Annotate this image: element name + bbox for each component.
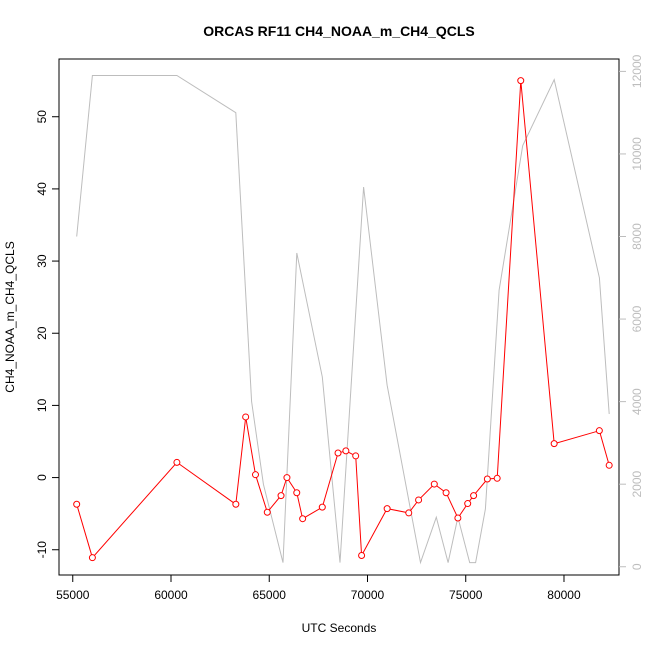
x-tick-label: 65000 — [253, 588, 287, 602]
data-point — [550, 440, 558, 448]
data-point — [470, 492, 478, 500]
data-point — [251, 471, 259, 479]
x-tick-label: 70000 — [351, 588, 385, 602]
data-point — [242, 413, 250, 421]
y-tick-label: -10 — [35, 541, 49, 559]
data-point — [283, 474, 291, 482]
data-point — [342, 447, 350, 455]
data-point — [442, 489, 450, 497]
data-point — [73, 500, 81, 508]
data-point — [595, 427, 603, 435]
x-tick-label: 80000 — [547, 588, 581, 602]
data-point — [405, 509, 413, 517]
data-point — [352, 452, 360, 460]
data-point — [464, 500, 472, 508]
bottom-axis: 55000 60000 65000 70000 75000 80000 — [56, 575, 581, 602]
y-tick-label: 0 — [35, 474, 49, 481]
series-layer — [73, 75, 613, 565]
right-axis: 0 2000 4000 6000 8000 10000 12000 — [619, 54, 644, 570]
x-axis-label: UTC Seconds — [302, 621, 377, 635]
series-line-secondary — [76, 75, 610, 565]
y-tick-label: 40 — [35, 182, 49, 196]
data-point — [88, 554, 96, 562]
data-point — [263, 508, 271, 516]
y-tick-label: 30 — [35, 254, 49, 268]
plot-frame — [58, 58, 620, 576]
y-tick-label: 20 — [35, 326, 49, 340]
y-tick-label: 10 — [35, 398, 49, 412]
y2-tick-label: 10000 — [630, 137, 644, 171]
y2-tick-label: 4000 — [630, 388, 644, 415]
data-point — [358, 552, 366, 560]
left-axis: -10 0 10 20 30 40 50 — [35, 110, 59, 559]
y-axis-label: CH4_NOAA_m_CH4_QCLS — [3, 241, 17, 392]
data-point — [517, 77, 525, 85]
y-tick-label: 50 — [35, 110, 49, 124]
data-point — [299, 515, 307, 523]
chart-title: ORCAS RF11 CH4_NOAA_m_CH4_QCLS — [203, 23, 475, 39]
x-tick-label: 55000 — [56, 588, 90, 602]
y2-tick-label: 0 — [630, 563, 644, 570]
data-point — [493, 474, 501, 482]
data-point — [318, 503, 326, 511]
y2-tick-label: 2000 — [630, 471, 644, 498]
y2-tick-label: 8000 — [630, 223, 644, 250]
data-point — [293, 489, 301, 497]
data-point — [334, 449, 342, 457]
y2-tick-label: 12000 — [630, 54, 644, 88]
data-point — [483, 475, 491, 483]
data-point — [232, 500, 240, 508]
y2-tick-label: 6000 — [630, 305, 644, 332]
x-tick-label: 60000 — [154, 588, 188, 602]
x-tick-label: 75000 — [449, 588, 483, 602]
data-point — [415, 496, 423, 504]
data-point — [173, 458, 181, 466]
data-point — [430, 480, 438, 488]
data-point — [454, 514, 462, 522]
data-point — [383, 505, 391, 513]
data-point — [605, 461, 613, 469]
series-line-primary — [76, 80, 610, 559]
data-point — [277, 492, 285, 500]
